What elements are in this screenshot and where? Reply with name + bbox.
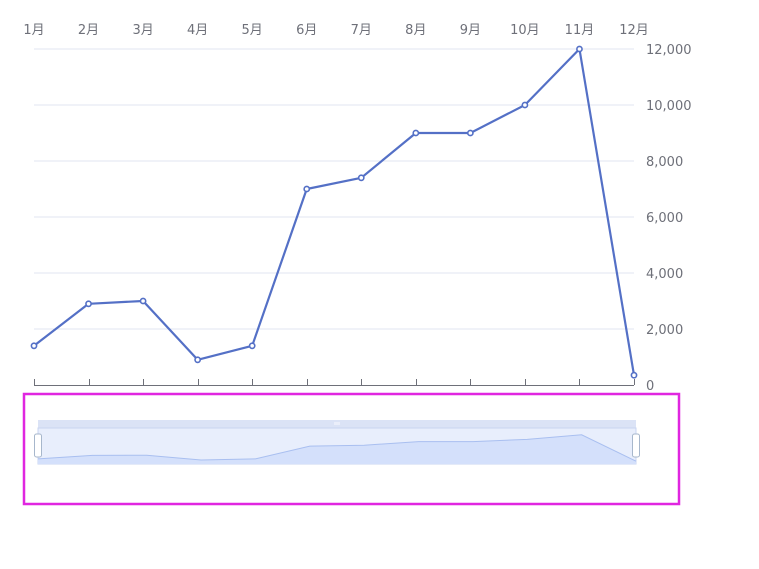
data-point[interactable] bbox=[85, 300, 92, 308]
x-tick-label: 6月 bbox=[296, 23, 317, 38]
data-point[interactable] bbox=[630, 371, 638, 379]
zoom-handle-left[interactable] bbox=[34, 433, 42, 458]
x-axis bbox=[34, 379, 635, 386]
y-tick-label: 12,000 bbox=[646, 43, 692, 58]
data-point[interactable] bbox=[412, 129, 420, 137]
data-point[interactable] bbox=[357, 174, 365, 182]
x-tick-label: 8月 bbox=[405, 23, 426, 38]
data-point[interactable] bbox=[466, 129, 474, 137]
grid-lines bbox=[34, 48, 634, 330]
data-point[interactable] bbox=[194, 356, 202, 364]
zoom-highlight-frame bbox=[22, 392, 681, 506]
data-zoom-slider[interactable] bbox=[22, 392, 681, 506]
y-tick-label: 2,000 bbox=[646, 323, 683, 338]
series-line bbox=[32, 47, 636, 377]
zoom-preview-area bbox=[38, 434, 636, 464]
data-point[interactable] bbox=[521, 101, 529, 109]
x-tick-label: 9月 bbox=[460, 23, 481, 38]
x-tick-label: 5月 bbox=[242, 23, 263, 38]
zoom-handle-right[interactable] bbox=[632, 433, 640, 458]
data-point[interactable] bbox=[139, 297, 147, 305]
x-tick-label: 4月 bbox=[187, 23, 208, 38]
x-tick-label: 12月 bbox=[619, 23, 649, 38]
x-axis-labels: 1月 2月 3月 4月 5月 6月 7月 8月 9月 10月 11月 12月 bbox=[23, 23, 648, 38]
x-tick-label: 3月 bbox=[132, 23, 153, 38]
series-points[interactable] bbox=[30, 45, 638, 379]
x-tick-label: 2月 bbox=[78, 23, 99, 38]
series-line-path bbox=[32, 47, 636, 377]
y-axis-labels: 0 2,000 4,000 6,000 8,000 10,000 12,000 bbox=[646, 43, 692, 394]
data-point[interactable] bbox=[576, 45, 583, 53]
data-point[interactable] bbox=[303, 185, 311, 193]
zoom-preview-line bbox=[37, 434, 637, 462]
y-tick-label: 0 bbox=[646, 379, 654, 394]
y-tick-label: 4,000 bbox=[646, 267, 683, 282]
y-tick-label: 10,000 bbox=[646, 99, 692, 114]
data-point[interactable] bbox=[248, 342, 256, 350]
x-tick-label: 10月 bbox=[510, 23, 540, 38]
data-point[interactable] bbox=[30, 342, 38, 350]
y-tick-label: 8,000 bbox=[646, 155, 683, 170]
x-tick-label: 11月 bbox=[565, 23, 595, 38]
x-tick-label: 7月 bbox=[351, 23, 372, 38]
y-tick-label: 6,000 bbox=[646, 211, 683, 226]
x-tick-label: 1月 bbox=[23, 23, 44, 38]
